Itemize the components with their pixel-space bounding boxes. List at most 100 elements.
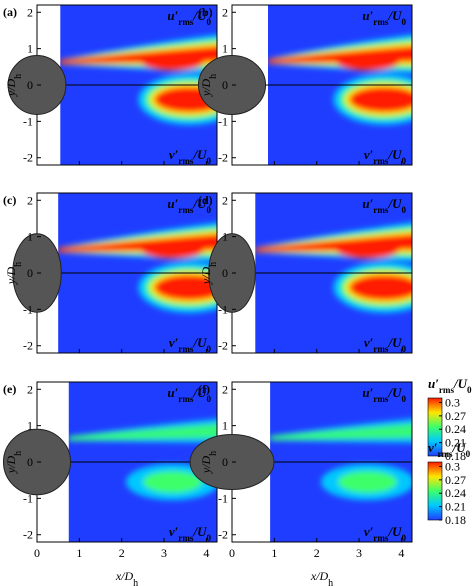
- panel-label: (a): [3, 5, 17, 19]
- y-tick-label: -1: [218, 302, 228, 316]
- label-part: u′: [428, 376, 439, 391]
- label-part: v′: [364, 147, 374, 162]
- y-tick-label: -2: [218, 339, 228, 353]
- y-tick-label: -2: [23, 339, 33, 353]
- y-axis-label: y/Dh: [199, 451, 219, 474]
- shear-layer: [270, 423, 412, 441]
- label-part: v′: [169, 335, 179, 350]
- quantity-label: v′rms/U0: [364, 524, 407, 543]
- label-part: 0: [401, 394, 406, 404]
- label-part: 0: [466, 449, 471, 459]
- y-tick-label: 1: [222, 42, 228, 56]
- label-part: 0: [206, 17, 211, 27]
- label-part: rms: [373, 205, 389, 215]
- quantity-label: v′rms/U0: [364, 335, 407, 354]
- label-part: 0: [206, 205, 211, 215]
- y-tick-label: 2: [27, 382, 33, 396]
- colorbar-tick-label: 0.24: [445, 422, 466, 436]
- contours: [58, 222, 217, 313]
- y-tick-label: 0: [222, 78, 228, 92]
- label-part: v′: [364, 524, 374, 539]
- y-axis-label: y/Dh: [4, 74, 24, 97]
- label-part: u′: [362, 196, 373, 211]
- label-part: h: [13, 74, 24, 79]
- label-part: y/D: [4, 456, 18, 475]
- label-part: /U: [387, 335, 402, 350]
- quantity-label: u′rms/U0: [362, 196, 406, 215]
- core: [140, 52, 205, 71]
- label-part: /U: [192, 335, 207, 350]
- lower-region: [349, 274, 412, 301]
- y-tick-label: 2: [222, 5, 228, 19]
- core: [335, 52, 400, 71]
- panel-label: (e): [3, 382, 16, 396]
- panel-label: (f): [198, 382, 210, 396]
- colorbar-scale: [427, 461, 443, 521]
- colorbar-tick-label: 0.24: [445, 486, 466, 500]
- quantity-label: u′rms/U0: [362, 385, 406, 404]
- label-part: /U: [452, 440, 467, 455]
- label-part: rms: [178, 394, 194, 404]
- quantity-label: u′rms/U0: [167, 196, 211, 215]
- x-tick-label: 0: [34, 546, 40, 560]
- label-part: /U: [192, 385, 207, 400]
- label-part: 0: [401, 156, 406, 166]
- y-tick-label: 1: [222, 230, 228, 244]
- y-tick-label: 2: [27, 5, 33, 19]
- label-part: u′: [167, 8, 178, 23]
- label-part: /U: [192, 147, 207, 162]
- label-part: /U: [453, 376, 468, 391]
- colorbar: v′rms/U00.30.270.240.210.18: [427, 440, 471, 527]
- label-part: rms: [373, 17, 389, 27]
- y-tick-label: -1: [23, 302, 33, 316]
- label-part: /U: [387, 147, 402, 162]
- y-axis-label: y/Dh: [199, 74, 219, 97]
- quantity-label: v′rms/U0: [169, 147, 212, 166]
- y-tick-label: -2: [218, 151, 228, 165]
- y-tick-label: -2: [218, 528, 228, 542]
- label-part: rms: [178, 17, 194, 27]
- quantity-label: v′rms/U0: [169, 335, 212, 354]
- label-part: 0: [206, 156, 211, 166]
- quantity-label: u′rms/U0: [428, 376, 472, 395]
- label-part: y/D: [4, 79, 18, 98]
- contours: [255, 222, 412, 313]
- quantity-label: u′rms/U0: [362, 8, 406, 27]
- quantity-label: v′rms/U0: [428, 440, 471, 459]
- label-part: h: [13, 262, 24, 267]
- y-tick-label: -1: [23, 114, 33, 128]
- colorbar-tick-label: 0.18: [445, 513, 466, 527]
- label-part: y/D: [199, 267, 213, 286]
- y-tick-label: 1: [222, 419, 228, 433]
- label-part: rms: [178, 533, 194, 543]
- label-part: 0: [401, 533, 406, 543]
- label-part: 0: [206, 394, 211, 404]
- quantity-label: v′rms/U0: [364, 147, 407, 166]
- label-part: u′: [167, 385, 178, 400]
- x-tick-label: 4: [203, 546, 209, 560]
- label-part: 0: [401, 205, 406, 215]
- label-part: rms: [178, 156, 194, 166]
- shear-layer: [68, 423, 217, 441]
- label-part: rms: [373, 533, 389, 543]
- label-part: /U: [387, 385, 402, 400]
- label-part: /U: [192, 196, 207, 211]
- colorbar-tick-label: 0.27: [445, 473, 466, 487]
- panel-label: (c): [3, 193, 16, 207]
- colorbar-tick-label: 0.27: [445, 409, 466, 423]
- label-part: x/D: [310, 569, 329, 583]
- x-tick-label: 0: [229, 546, 235, 560]
- label-part: 0: [401, 17, 406, 27]
- y-tick-label: -2: [23, 528, 33, 542]
- label-part: h: [208, 262, 219, 267]
- label-part: h: [208, 451, 219, 456]
- x-tick-label: 2: [119, 546, 125, 560]
- label-part: v′: [364, 335, 374, 350]
- label-part: y/D: [199, 79, 213, 98]
- label-part: /U: [192, 524, 207, 539]
- y-tick-label: 1: [27, 419, 33, 433]
